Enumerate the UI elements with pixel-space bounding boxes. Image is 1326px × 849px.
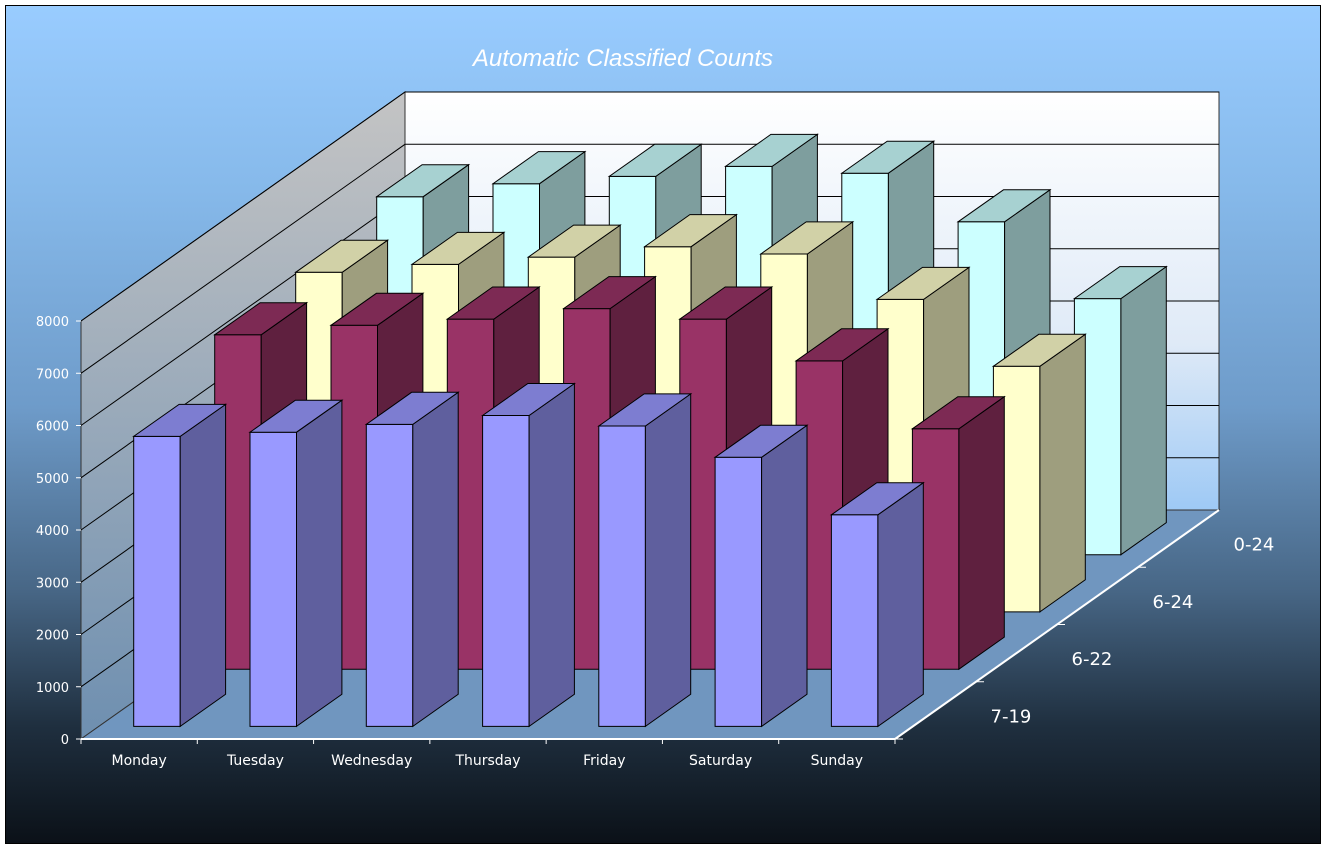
bar-side (296, 399, 343, 728)
x-tick-label: Tuesday (226, 753, 284, 769)
bar-front (714, 456, 763, 727)
bar (132, 403, 228, 728)
y-tick-label: 2000 (36, 629, 69, 644)
bar-side (1039, 333, 1086, 613)
series-label: 7-19 (991, 706, 1032, 727)
gridline (80, 91, 1219, 322)
chart-frame: Automatic Classified Counts 0 1000 2000 300… (5, 5, 1321, 844)
x-tick-label: Saturday (689, 753, 752, 769)
bar-side (644, 392, 692, 728)
x-tick-label: Monday (112, 753, 167, 769)
bar-front (830, 514, 879, 727)
bar-top (410, 231, 506, 265)
y-tick-label: 0 (61, 733, 69, 748)
x-tick-label: Wednesday (331, 753, 412, 769)
bar-front (482, 415, 530, 727)
bar (481, 382, 576, 728)
bar-top (991, 333, 1087, 367)
bar-top (481, 383, 576, 416)
bar-front (249, 431, 297, 727)
bar-top (375, 164, 471, 198)
bar-top (132, 403, 228, 437)
bar-top (724, 133, 819, 167)
bar-side (1120, 265, 1167, 556)
bars (132, 133, 1168, 728)
bar-top (248, 399, 344, 433)
x-tick-label: Sunday (811, 753, 863, 769)
axes (76, 320, 1220, 744)
bar-top (364, 391, 460, 425)
bar-top (329, 292, 425, 326)
bar-top (956, 189, 1052, 223)
series-label: 6-22 (1072, 649, 1113, 670)
bar-side (528, 382, 575, 728)
bar-top (597, 393, 693, 427)
bar-side (412, 391, 459, 728)
y-tick-label: 7000 (36, 367, 69, 382)
y-tick-label: 1000 (36, 681, 69, 696)
bar-top (678, 286, 774, 320)
bar-top (875, 266, 971, 300)
x-tick-label: Thursday (454, 753, 520, 769)
y-tick-label: 8000 (36, 315, 69, 330)
bar-top (562, 276, 657, 310)
bar-top (294, 239, 390, 273)
bar (248, 399, 344, 728)
bar (829, 481, 925, 728)
series-label: 0-24 (1234, 535, 1275, 556)
series-label: 6-24 (1153, 592, 1194, 613)
bar-side (179, 403, 227, 728)
bar-top (526, 224, 622, 258)
bar-front (598, 425, 646, 727)
bar-side (761, 424, 808, 728)
bar-top (840, 140, 936, 174)
bar-top (713, 424, 809, 458)
y-tick-label: 5000 (36, 472, 69, 487)
bar (713, 424, 809, 728)
bar (364, 391, 460, 728)
chart-canvas: Automatic Classified Counts 0 1000 2000 300… (36, 45, 1274, 769)
bar-top (445, 286, 541, 320)
bar-front (133, 435, 181, 727)
axis-labels: 0 1000 2000 3000 4000 5000 6000 7000 8000 Monday T… (36, 315, 1274, 769)
bar-front (365, 423, 414, 727)
bar-top (607, 143, 703, 177)
bar-top (829, 482, 925, 516)
bar-top (794, 328, 890, 362)
bar (1072, 265, 1168, 556)
bar (910, 395, 1006, 671)
gridline (80, 143, 1219, 374)
x-tick-label: Friday (583, 753, 625, 769)
bar-side (958, 395, 1005, 671)
bar-side (877, 481, 924, 728)
bar-top (910, 396, 1006, 430)
bar-top (643, 214, 738, 248)
y-tick-label: 3000 (36, 576, 69, 591)
y-tick-label: 6000 (36, 420, 69, 435)
bar-top (1072, 266, 1168, 300)
bar (597, 392, 693, 728)
bar-top (213, 302, 309, 336)
bar (991, 333, 1087, 613)
bar-top (491, 151, 587, 185)
y-tick-label: 4000 (36, 524, 69, 539)
chart-title: Automatic Classified Counts (471, 45, 773, 72)
bar-top (759, 221, 855, 255)
